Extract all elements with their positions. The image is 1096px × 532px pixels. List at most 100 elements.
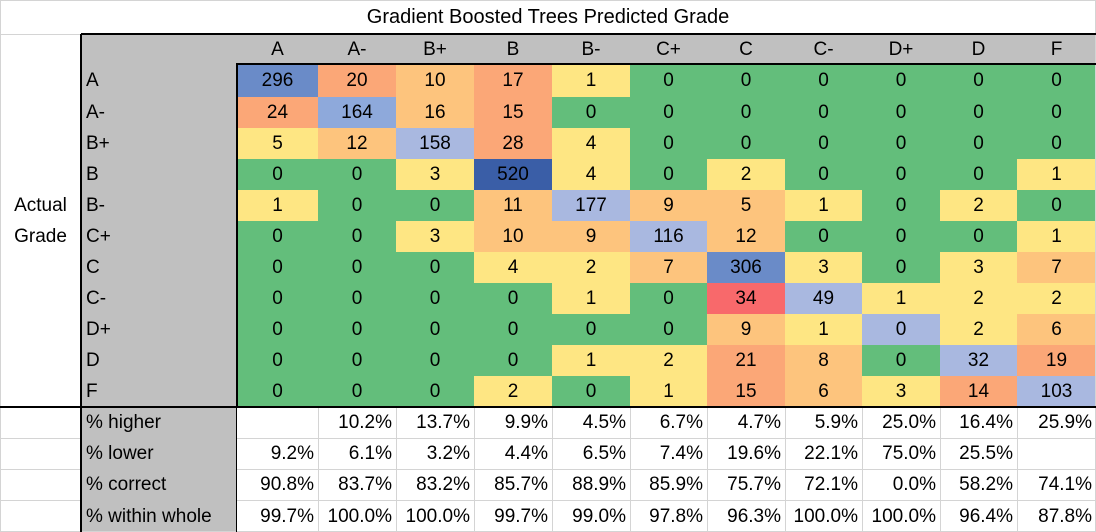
matrix-cell: 0 — [318, 345, 396, 376]
matrix-cell: 1 — [552, 345, 630, 376]
matrix-cell: 0 — [630, 283, 707, 314]
summary-value: 4.7% — [707, 407, 785, 438]
matrix-cell: 0 — [474, 345, 552, 376]
matrix-cell: 49 — [785, 283, 862, 314]
matrix-cell: 6 — [785, 376, 862, 407]
matrix-cell: 28 — [474, 128, 552, 159]
matrix-cell: 1 — [785, 314, 862, 345]
matrix-cell: 5 — [707, 190, 785, 221]
matrix-cell: 0 — [552, 314, 630, 345]
summary-value: 5.9% — [785, 407, 862, 438]
summary-value: 99.0% — [552, 500, 630, 532]
matrix-cell: 3 — [396, 221, 474, 252]
summary-value: 4.5% — [552, 407, 630, 438]
predicted-grade-header: A- — [318, 34, 396, 64]
matrix-cell: 1 — [552, 64, 630, 97]
matrix-cell: 2 — [1017, 283, 1096, 314]
summary-value — [1017, 438, 1096, 469]
matrix-cell: 0 — [1017, 128, 1096, 159]
summary-value: 85.9% — [630, 469, 707, 500]
matrix-cell: 0 — [940, 221, 1017, 252]
matrix-cell: 0 — [785, 64, 862, 97]
actual-grade-row-label: C+ — [81, 221, 237, 252]
summary-row-label: % lower — [81, 438, 237, 469]
summary-value: 13.7% — [396, 407, 474, 438]
summary-value: 4.4% — [474, 438, 552, 469]
matrix-cell: 9 — [707, 314, 785, 345]
matrix-cell: 0 — [474, 283, 552, 314]
matrix-cell: 2 — [940, 314, 1017, 345]
matrix-cell: 7 — [630, 252, 707, 283]
matrix-cell: 0 — [785, 97, 862, 128]
matrix-cell: 0 — [862, 345, 940, 376]
summary-value: 83.7% — [318, 469, 396, 500]
summary-value: 9.9% — [474, 407, 552, 438]
matrix-cell: 0 — [1017, 97, 1096, 128]
matrix-cell: 21 — [707, 345, 785, 376]
predicted-grade-header: C+ — [630, 34, 707, 64]
predicted-grade-header: B+ — [396, 34, 474, 64]
matrix-cell: 0 — [396, 283, 474, 314]
actual-grade-row-label: D — [81, 345, 237, 376]
matrix-cell: 34 — [707, 283, 785, 314]
summary-value: 88.9% — [552, 469, 630, 500]
summary-value: 7.4% — [630, 438, 707, 469]
matrix-cell: 0 — [318, 252, 396, 283]
matrix-cell: 9 — [552, 221, 630, 252]
summary-value: 99.7% — [237, 500, 318, 532]
matrix-cell: 0 — [552, 97, 630, 128]
predicted-grade-header: B- — [552, 34, 630, 64]
matrix-cell: 0 — [237, 376, 318, 407]
matrix-cell: 0 — [630, 314, 707, 345]
actual-grade-row-label: B — [81, 159, 237, 190]
matrix-cell: 0 — [707, 97, 785, 128]
matrix-cell: 2 — [552, 252, 630, 283]
actual-grade-row-label: C- — [81, 283, 237, 314]
matrix-cell: 0 — [318, 283, 396, 314]
matrix-cell: 0 — [396, 190, 474, 221]
matrix-cell: 3 — [940, 252, 1017, 283]
summary-value: 9.2% — [237, 438, 318, 469]
matrix-cell: 0 — [862, 97, 940, 128]
matrix-cell: 24 — [237, 97, 318, 128]
summary-value: 3.2% — [396, 438, 474, 469]
summary-value: 100.0% — [785, 500, 862, 532]
matrix-cell: 16 — [396, 97, 474, 128]
matrix-cell: 0 — [862, 221, 940, 252]
matrix-cell: 1 — [785, 190, 862, 221]
matrix-cell: 8 — [785, 345, 862, 376]
matrix-cell: 0 — [862, 190, 940, 221]
matrix-cell: 6 — [1017, 314, 1096, 345]
matrix-cell: 164 — [318, 97, 396, 128]
summary-value: 100.0% — [862, 500, 940, 532]
matrix-cell: 2 — [630, 345, 707, 376]
matrix-cell: 0 — [396, 345, 474, 376]
predicted-grade-header: C- — [785, 34, 862, 64]
matrix-cell: 0 — [237, 159, 318, 190]
summary-value: 97.8% — [630, 500, 707, 532]
matrix-cell: 12 — [707, 221, 785, 252]
matrix-cell: 296 — [237, 64, 318, 97]
matrix-cell: 158 — [396, 128, 474, 159]
summary-value: 6.7% — [630, 407, 707, 438]
summary-value: 96.3% — [707, 500, 785, 532]
matrix-cell: 2 — [707, 159, 785, 190]
matrix-cell: 0 — [237, 314, 318, 345]
actual-label-line-2: Grade — [14, 225, 67, 247]
predicted-grade-header: C — [707, 34, 785, 64]
matrix-cell: 1 — [1017, 221, 1096, 252]
matrix-cell: 0 — [237, 345, 318, 376]
matrix-cell: 0 — [707, 128, 785, 159]
summary-value: 96.4% — [940, 500, 1017, 532]
matrix-cell: 0 — [785, 159, 862, 190]
matrix-cell: 0 — [630, 159, 707, 190]
matrix-cell: 0 — [237, 221, 318, 252]
matrix-cell: 520 — [474, 159, 552, 190]
predicted-grade-header: F — [1017, 34, 1096, 64]
summary-value: 16.4% — [940, 407, 1017, 438]
matrix-cell: 3 — [862, 376, 940, 407]
summary-value: 0.0% — [862, 469, 940, 500]
summary-value: 58.2% — [940, 469, 1017, 500]
actual-grade-row-label: D+ — [81, 314, 237, 345]
matrix-cell: 0 — [1017, 190, 1096, 221]
